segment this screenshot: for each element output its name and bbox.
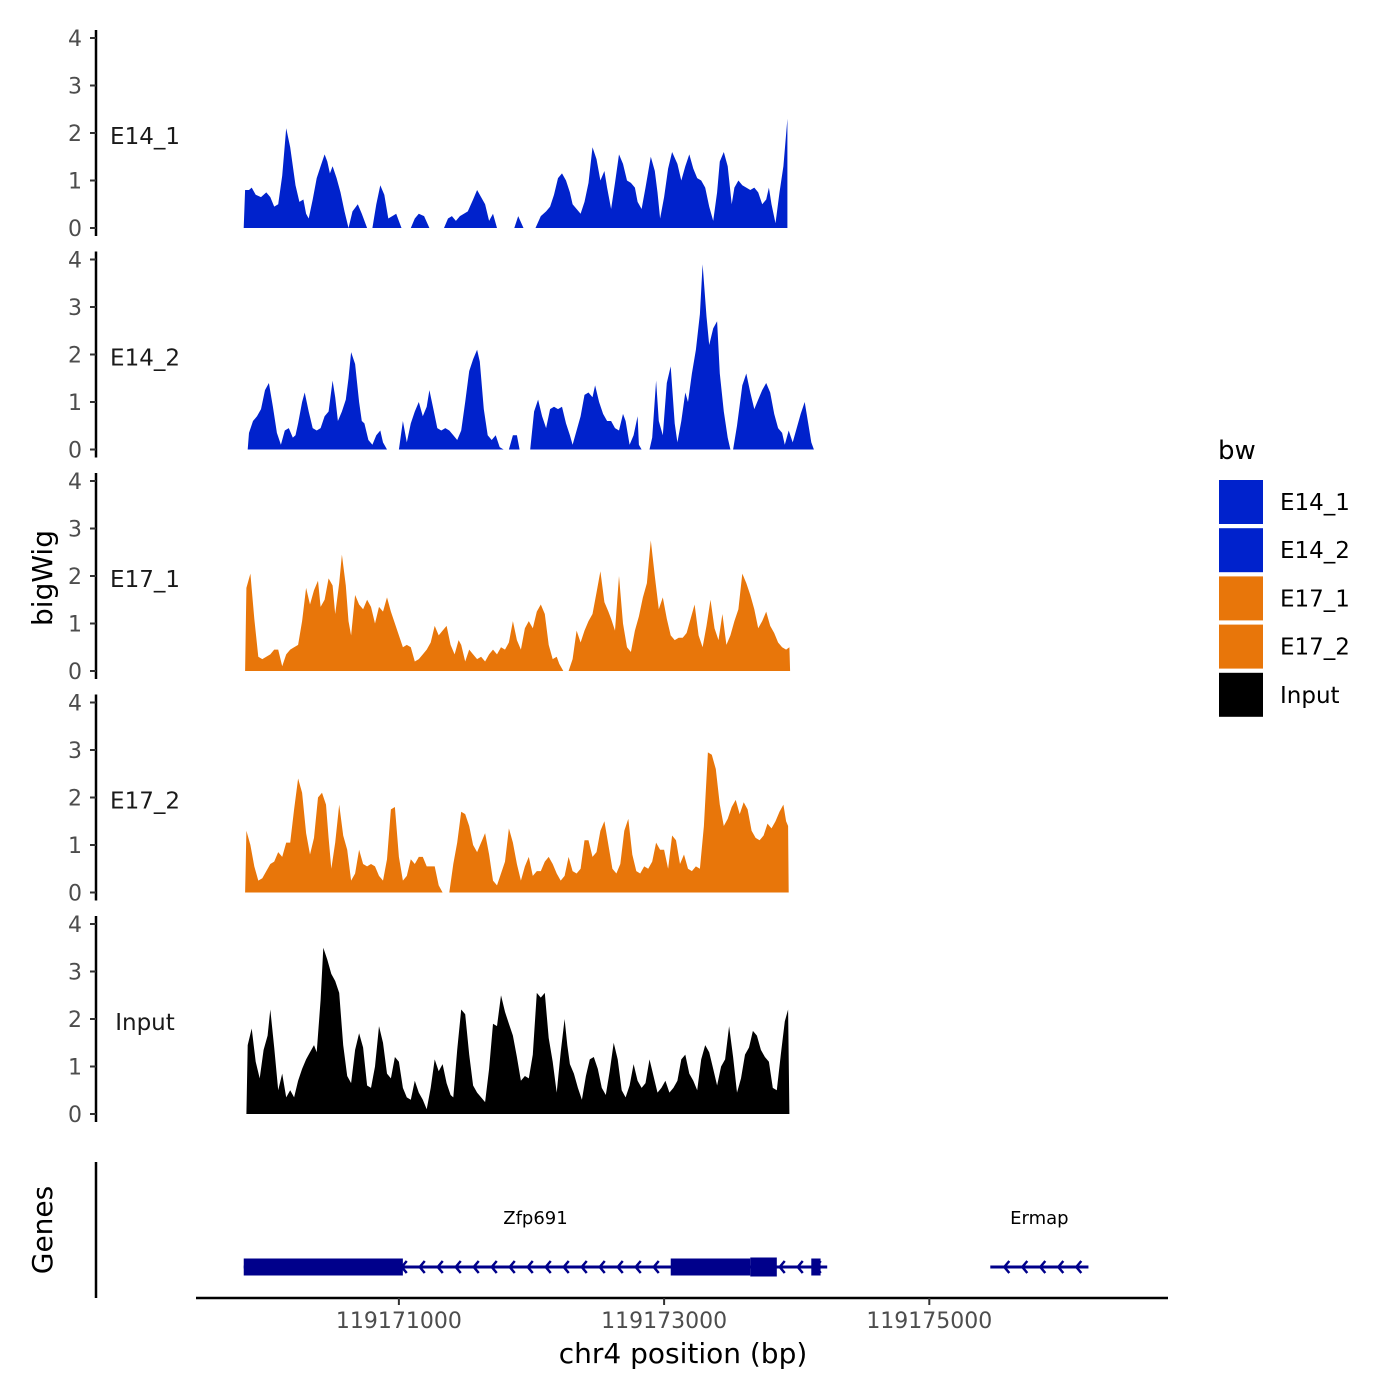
genes-axis-title: Genes	[26, 1186, 59, 1274]
legend-label: Input	[1280, 683, 1340, 709]
y-tick-label: 2	[68, 344, 82, 369]
y-tick-label: 4	[68, 249, 82, 274]
strand-arrow	[1074, 1260, 1083, 1274]
y-tick-label: 0	[68, 439, 82, 464]
y-tick-label: 0	[68, 217, 82, 242]
gene-exon	[750, 1257, 777, 1277]
track-label: E14_1	[110, 124, 180, 150]
strand-arrow	[1002, 1260, 1011, 1274]
y-tick-label: 0	[68, 660, 82, 685]
track-label: E17_2	[110, 789, 180, 815]
legend: bw E14_1 E14_2 E17_1 E17_2 Input	[1218, 436, 1350, 717]
track-E14_1: 0 1 2 3 4 E14_1	[68, 27, 788, 242]
y-tick-label: 2	[68, 565, 82, 590]
legend-label: E14_1	[1280, 490, 1350, 516]
gene-Ermap: Ermap	[990, 1208, 1089, 1274]
y-tick-label: 4	[68, 27, 82, 52]
strand-arrow	[472, 1260, 480, 1274]
x-tick-label: 119171000	[336, 1309, 462, 1334]
y-tick-label: 3	[68, 961, 82, 986]
legend-label: E14_2	[1280, 538, 1350, 564]
legend-swatch	[1219, 528, 1263, 573]
y-tick-label: 1	[68, 1056, 82, 1081]
y-tick-label: 3	[68, 518, 82, 543]
strand-arrow	[616, 1260, 624, 1274]
legend-label: E17_1	[1280, 586, 1350, 612]
x-axis: 119171000 119173000 119175000	[196, 1296, 1168, 1334]
y-tick-label: 1	[68, 834, 82, 859]
signal-area-Input	[246, 947, 790, 1114]
legend-label: E17_2	[1280, 635, 1350, 661]
track-label: Input	[115, 1010, 175, 1036]
gene-label: Zfp691	[503, 1208, 567, 1229]
y-tick-label: 2	[68, 787, 82, 812]
legend-title: bw	[1218, 436, 1256, 466]
track-E14_2: 0 1 2 3 4 E14_2	[68, 249, 814, 464]
track-E17_1: 0 1 2 3 4 E17_1	[68, 470, 791, 685]
y-tick-label: 2	[68, 1008, 82, 1033]
strand-arrow	[778, 1260, 786, 1274]
strand-arrow	[580, 1260, 588, 1274]
legend-swatch	[1219, 672, 1263, 717]
strand-arrow	[796, 1260, 804, 1274]
gene-exon	[670, 1258, 751, 1276]
strand-arrow	[562, 1260, 570, 1274]
strand-arrow	[1056, 1260, 1065, 1274]
y-axis-title: bigWig	[26, 530, 59, 626]
y-tick-label: 0	[68, 882, 82, 907]
strand-arrow	[1038, 1260, 1047, 1274]
legend-item-E14_2: E14_2	[1219, 528, 1350, 573]
track-label: E14_2	[110, 346, 180, 372]
legend-swatch	[1219, 480, 1263, 524]
legend-swatch	[1219, 576, 1263, 621]
y-tick-label: 1	[68, 391, 82, 416]
y-tick-label: 3	[68, 739, 82, 764]
x-axis-title: chr4 position (bp)	[559, 1337, 808, 1370]
x-tick-label: 119175000	[866, 1309, 992, 1334]
track-E17_2: 0 1 2 3 4 E17_2	[68, 692, 789, 907]
strand-arrow	[490, 1260, 498, 1274]
y-tick-label: 4	[68, 692, 82, 717]
y-tick-label: 4	[68, 470, 82, 495]
strand-arrow	[652, 1260, 660, 1274]
genes-panel: Zfp691 Ermap	[94, 1162, 1089, 1298]
y-tick-label: 3	[68, 296, 82, 321]
gene-label: Ermap	[1010, 1208, 1068, 1229]
signal-tracks: 0 1 2 3 4 E14_1 0 1 2 3 4 E14_2 0 1 2 3 4 E17_1 0 1 2 3 4 E17_2…	[68, 27, 814, 1128]
y-tick-label: 1	[68, 170, 82, 195]
y-tick-label: 1	[68, 613, 82, 638]
gene-exon	[811, 1258, 821, 1276]
strand-arrow	[508, 1260, 516, 1274]
strand-arrow	[544, 1260, 552, 1274]
y-tick-label: 2	[68, 122, 82, 147]
legend-item-E17_2: E17_2	[1219, 624, 1350, 669]
signal-area-E14_1	[243, 118, 788, 228]
legend-swatch	[1219, 624, 1263, 669]
track-Input: 0 1 2 3 4 Input	[68, 913, 790, 1128]
gene-Zfp691: Zfp691	[243, 1208, 828, 1277]
signal-area-E17_2	[245, 752, 789, 893]
y-tick-label: 4	[68, 913, 82, 938]
legend-item-Input: Input	[1219, 672, 1340, 717]
gene-exon	[243, 1258, 403, 1276]
legend-item-E17_1: E17_1	[1219, 576, 1350, 621]
strand-arrow	[526, 1260, 534, 1274]
signal-area-E14_2	[247, 264, 814, 450]
strand-arrow	[454, 1260, 462, 1274]
x-tick-label: 119173000	[601, 1309, 727, 1334]
strand-arrow	[598, 1260, 606, 1274]
strand-arrow	[1020, 1260, 1029, 1274]
legend-item-E14_1: E14_1	[1219, 480, 1350, 524]
signal-area-E17_1	[245, 540, 791, 671]
track-label: E17_1	[110, 567, 180, 593]
y-tick-label: 0	[68, 1103, 82, 1128]
strand-arrow	[634, 1260, 642, 1274]
y-tick-label: 3	[68, 75, 82, 100]
strand-arrow	[436, 1260, 444, 1274]
strand-arrow	[418, 1260, 426, 1274]
